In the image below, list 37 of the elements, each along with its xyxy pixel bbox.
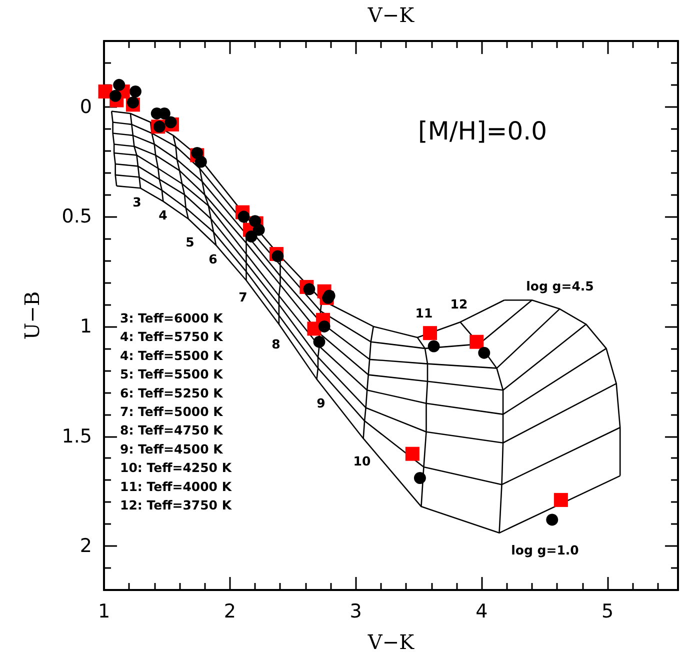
annotation: 7: Teff=5000 K	[120, 404, 224, 419]
annotation: 6: Teff=5250 K	[120, 385, 224, 400]
y-tick-label: 2	[80, 535, 92, 558]
y-axis-title: U−B	[20, 291, 44, 340]
annotation: log g=4.5	[526, 278, 594, 294]
annotation: 9	[316, 396, 326, 410]
x-tick-label: 4	[476, 600, 488, 622]
y-tick-label: 1	[80, 315, 92, 338]
annotation: 5: Teff=5500 K	[120, 366, 224, 382]
annotation: 4: Teff=5500 K	[120, 348, 224, 363]
annotation: 11	[415, 306, 433, 320]
annotation: 10: Teff=4250 K	[120, 460, 233, 476]
y-tick-label: 0	[80, 96, 92, 118]
x-tick-label: 2	[224, 600, 236, 622]
annotation: 3: Teff=6000 K	[120, 310, 224, 326]
y-tick-label: 1.5	[62, 425, 92, 448]
x-tick-label: 1	[98, 600, 110, 622]
annotation: 9: Teff=4500 K	[120, 441, 224, 456]
annotation: 4: Teff=5750 K	[120, 329, 224, 344]
annotation: log g=1.0	[511, 542, 580, 558]
annotation: 10	[353, 454, 371, 468]
x-tick-label: 5	[601, 600, 614, 622]
annotation: 4	[158, 208, 168, 222]
y-tick-label: 0.5	[62, 206, 92, 228]
annotation: 6	[208, 252, 218, 266]
annotation: 8	[272, 336, 280, 352]
annotation: 12	[450, 296, 468, 312]
x2-axis-title: V−K	[366, 3, 416, 27]
annotation: 3	[132, 194, 142, 210]
annotation: 11: Teff=4000 K	[120, 478, 233, 494]
annotation: [M/H]=0.0	[418, 116, 548, 146]
annotation: 12: Teff=3750 K	[120, 498, 233, 512]
x-axis-title: V−K	[366, 630, 416, 654]
x-tick-label: 3	[350, 600, 362, 622]
annotation: 7	[238, 290, 248, 304]
annotation: 5	[186, 234, 194, 250]
annotation: 8: Teff=4750 K	[120, 422, 224, 438]
